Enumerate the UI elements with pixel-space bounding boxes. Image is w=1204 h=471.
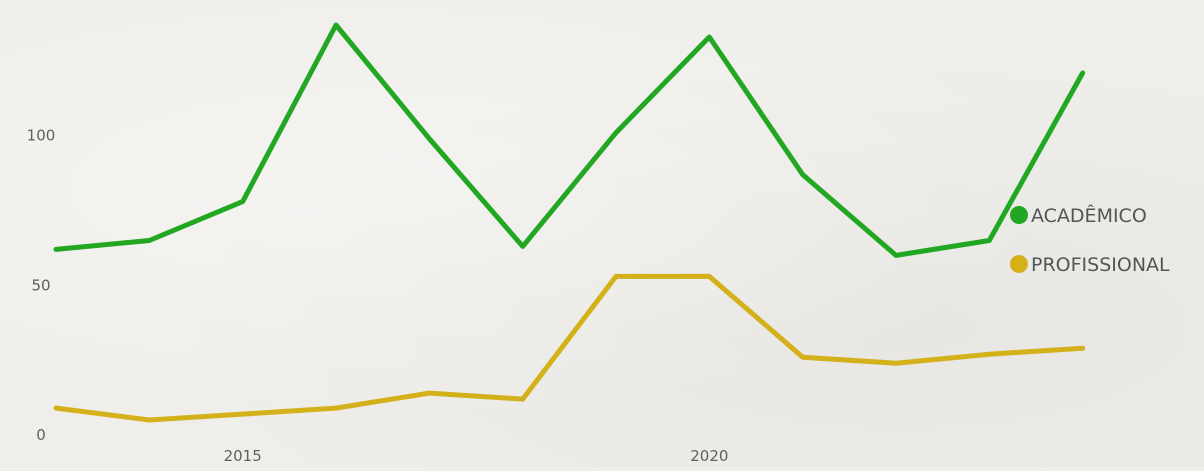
series-layer — [53, 22, 1086, 423]
y-tick-label-100: 100 — [27, 127, 56, 145]
y-tick-label-50: 50 — [31, 276, 50, 294]
series-line-profissional — [53, 273, 1086, 423]
legend-marker-profissional — [1010, 255, 1028, 273]
legend-label-academico: ACADÊMICO — [1031, 204, 1147, 227]
series-line-academico — [53, 22, 1086, 258]
x-axis: 2015 2020 — [224, 447, 729, 465]
legend-item-academico[interactable]: ACADÊMICO — [1010, 204, 1147, 227]
legend-marker-academico — [1010, 206, 1028, 224]
y-tick-label-0: 0 — [36, 426, 46, 444]
y-axis: 0 50 100 — [27, 127, 56, 444]
x-tick-label-2020: 2020 — [690, 447, 728, 465]
legend-item-profissional[interactable]: PROFISSIONAL — [1010, 254, 1170, 276]
legend: ACADÊMICO PROFISSIONAL — [1010, 204, 1170, 276]
legend-label-profissional: PROFISSIONAL — [1031, 254, 1170, 276]
x-tick-label-2015: 2015 — [224, 447, 262, 465]
